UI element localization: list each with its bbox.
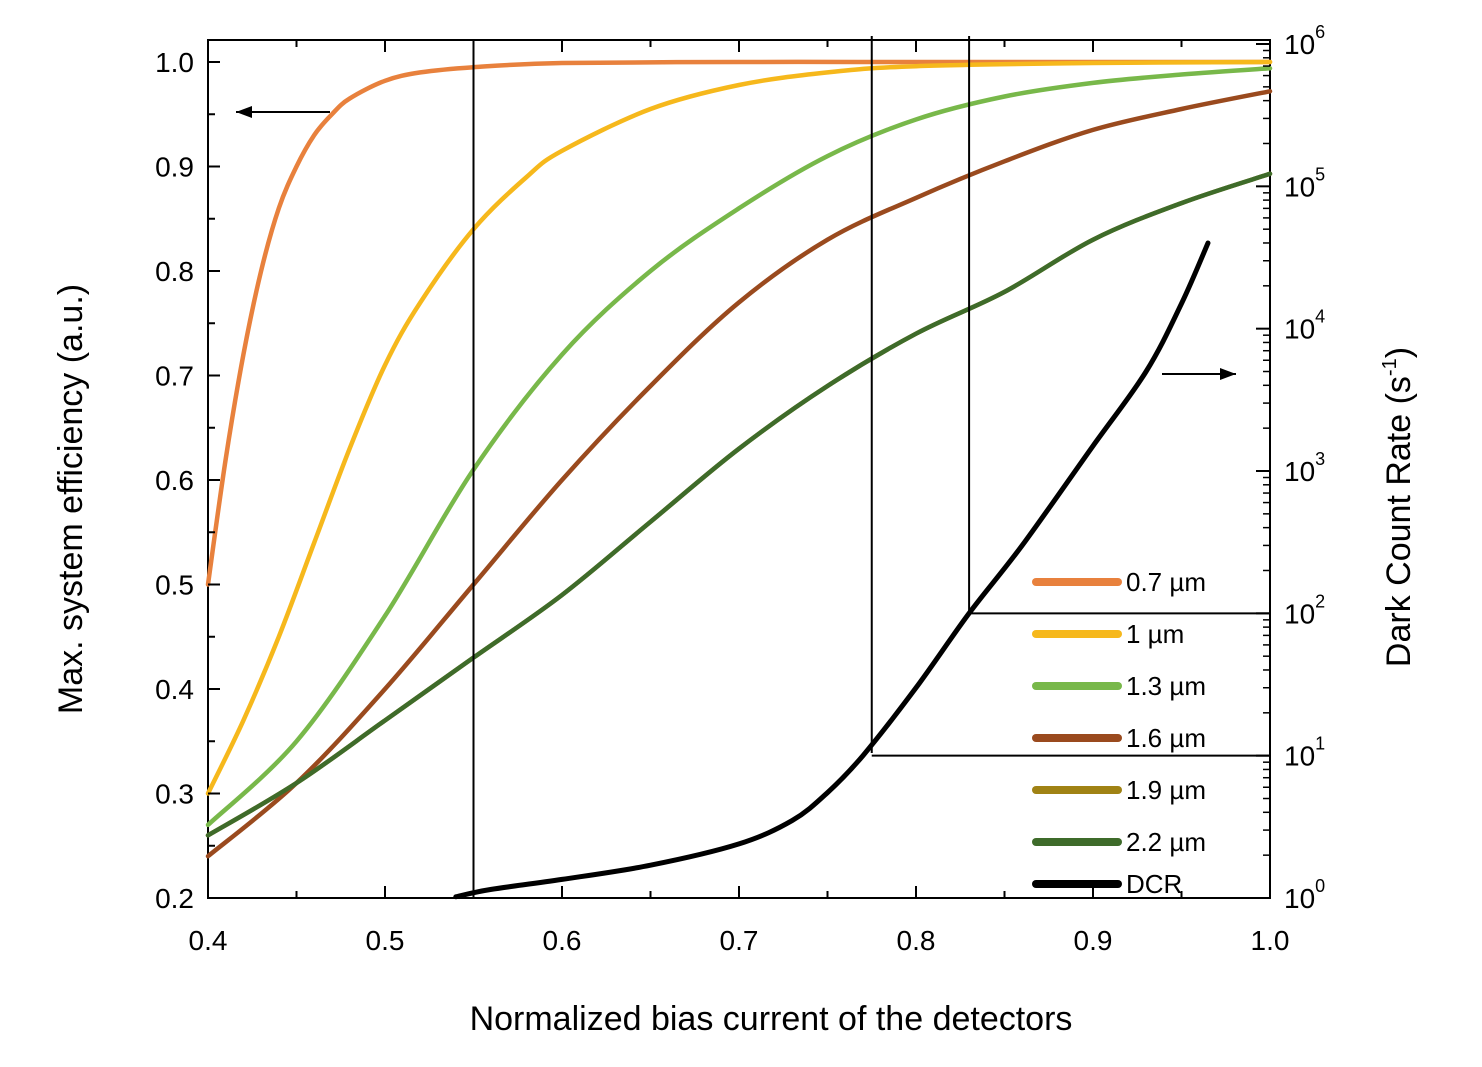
- y-right-tick-exponent-1: 1: [1315, 734, 1325, 754]
- legend-label-5: 2.2 µm: [1126, 827, 1206, 857]
- legend-label-0: 0.7 µm: [1126, 567, 1206, 597]
- right-axis-arrow-head: [1220, 368, 1236, 380]
- y-right-axis-title-sup: -1: [1379, 358, 1401, 376]
- y-right-tick-label-4: 104: [1284, 307, 1325, 345]
- x-tick-label-4: 0.8: [897, 925, 936, 956]
- y-right-tick-exponent-2: 2: [1315, 591, 1325, 611]
- left-axis-arrow-head: [236, 106, 252, 118]
- x-axis-title: Normalized bias current of the detectors: [470, 1000, 1073, 1038]
- series-line-5: [205, 171, 1273, 838]
- series-line-3: [205, 89, 1273, 859]
- series-line-2: [205, 66, 1273, 828]
- x-tick-label-3: 0.7: [720, 925, 759, 956]
- y-left-tick-label-7: 0.9: [155, 152, 194, 183]
- y-left-tick-label-5: 0.7: [155, 361, 194, 392]
- y-left-tick-label-3: 0.5: [155, 570, 194, 601]
- y-right-tick-label-1: 101: [1284, 734, 1325, 772]
- y-left-tick-label-0: 0.2: [155, 883, 194, 914]
- legend-label-2: 1.3 µm: [1126, 671, 1206, 701]
- legend-label-6: DCR: [1126, 869, 1182, 899]
- y-right-tick-exponent-3: 3: [1315, 449, 1325, 469]
- x-tick-label-1: 0.5: [366, 925, 405, 956]
- y-right-tick-label-5: 105: [1284, 164, 1325, 202]
- legend-label-4: 1.9 µm: [1126, 775, 1206, 805]
- series-line-6: [453, 240, 1211, 900]
- y-left-tick-label-2: 0.4: [155, 674, 194, 705]
- series-line-1: [205, 59, 1273, 796]
- y-right-tick-exponent-5: 5: [1315, 164, 1325, 184]
- plot-frame: [207, 39, 1271, 899]
- x-tick-label-2: 0.6: [543, 925, 582, 956]
- y-left-tick-label-8: 1.0: [155, 47, 194, 78]
- y-right-tick-label-3: 103: [1284, 449, 1325, 487]
- x-tick-label-6: 1.0: [1251, 925, 1290, 956]
- y-right-tick-exponent-6: 6: [1315, 22, 1325, 42]
- y-right-axis-title: Dark Count Rate (s-1): [1379, 347, 1418, 667]
- y-left-axis-title: Max. system efficiency (a.u.): [52, 284, 90, 714]
- y-right-tick-label-6: 106: [1284, 22, 1325, 60]
- y-left-tick-label-4: 0.6: [155, 465, 194, 496]
- y-right-tick-label-0: 100: [1284, 876, 1325, 914]
- y-right-tick-exponent-4: 4: [1315, 307, 1325, 327]
- y-left-tick-label-6: 0.8: [155, 256, 194, 287]
- y-right-axis-title-text: Dark Count Rate (s: [1380, 376, 1418, 667]
- y-right-tick-exponent-0: 0: [1315, 876, 1325, 896]
- legend-label-3: 1.6 µm: [1126, 723, 1206, 753]
- series-line-0: [205, 59, 1273, 587]
- legend-label-1: 1 µm: [1126, 619, 1184, 649]
- y-right-tick-label-2: 102: [1284, 591, 1325, 629]
- x-tick-label-0: 0.4: [189, 925, 228, 956]
- x-tick-label-5: 0.9: [1074, 925, 1113, 956]
- y-left-tick-label-1: 0.3: [155, 779, 194, 810]
- y-right-axis-title-close: ): [1380, 347, 1418, 358]
